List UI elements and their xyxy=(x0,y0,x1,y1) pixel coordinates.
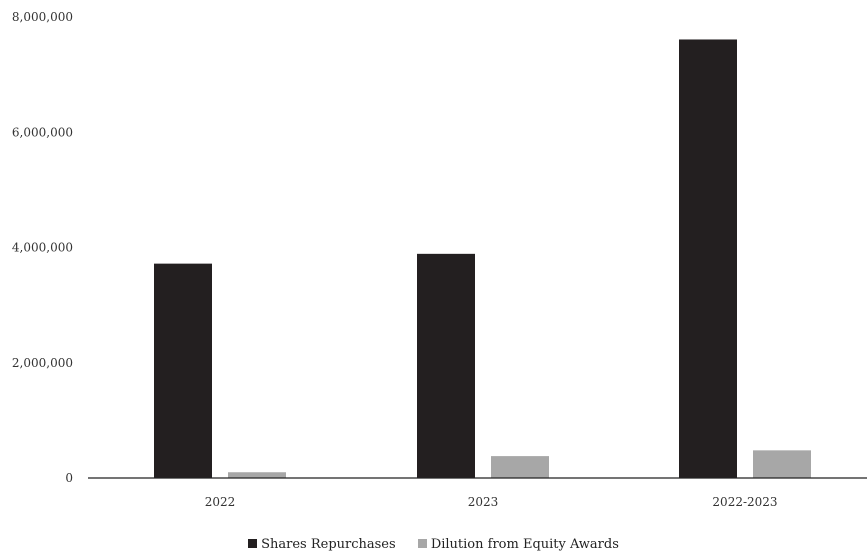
y-tick-label: 0 xyxy=(65,471,73,485)
legend-swatch-shares-repurchases xyxy=(248,539,258,548)
x-tick-label: 2022-2023 xyxy=(712,495,777,509)
bar-shares-repurchases-2022 xyxy=(154,263,212,478)
y-tick-label: 8,000,000 xyxy=(12,10,73,24)
legend-item-dilution-equity-awards: Dilution from Equity Awards xyxy=(417,537,619,552)
y-tick-label: 2,000,000 xyxy=(12,356,73,370)
bar-shares-repurchases-2022-2023 xyxy=(679,39,737,478)
legend-swatch-dilution-equity-awards xyxy=(417,539,427,548)
legend-item-shares-repurchases: Shares Repurchases xyxy=(248,537,396,552)
y-axis-ticks: 0 2,000,000 4,000,000 6,000,000 8,000,000 xyxy=(12,10,73,485)
legend-label-dilution-equity-awards: Dilution from Equity Awards xyxy=(430,537,619,552)
x-tick-label: 2023 xyxy=(468,495,499,509)
bar-dilution-equity-awards-2022 xyxy=(228,472,286,478)
y-tick-label: 4,000,000 xyxy=(12,241,73,255)
bar-dilution-equity-awards-2022-2023 xyxy=(753,450,811,478)
x-axis-ticks: 2022 2023 2022-2023 xyxy=(205,495,778,509)
x-tick-label: 2022 xyxy=(205,495,236,509)
bar-shares-repurchases-2023 xyxy=(417,253,475,478)
y-tick-label: 6,000,000 xyxy=(12,125,73,139)
bar-dilution-equity-awards-2023 xyxy=(491,456,549,478)
chart-legend: Shares Repurchases Dilution from Equity … xyxy=(0,537,867,552)
bar-chart: 0 2,000,000 4,000,000 6,000,000 8,000,000 20… xyxy=(12,10,867,509)
chart-bars xyxy=(154,39,811,478)
legend-label-shares-repurchases: Shares Repurchases xyxy=(261,537,396,552)
